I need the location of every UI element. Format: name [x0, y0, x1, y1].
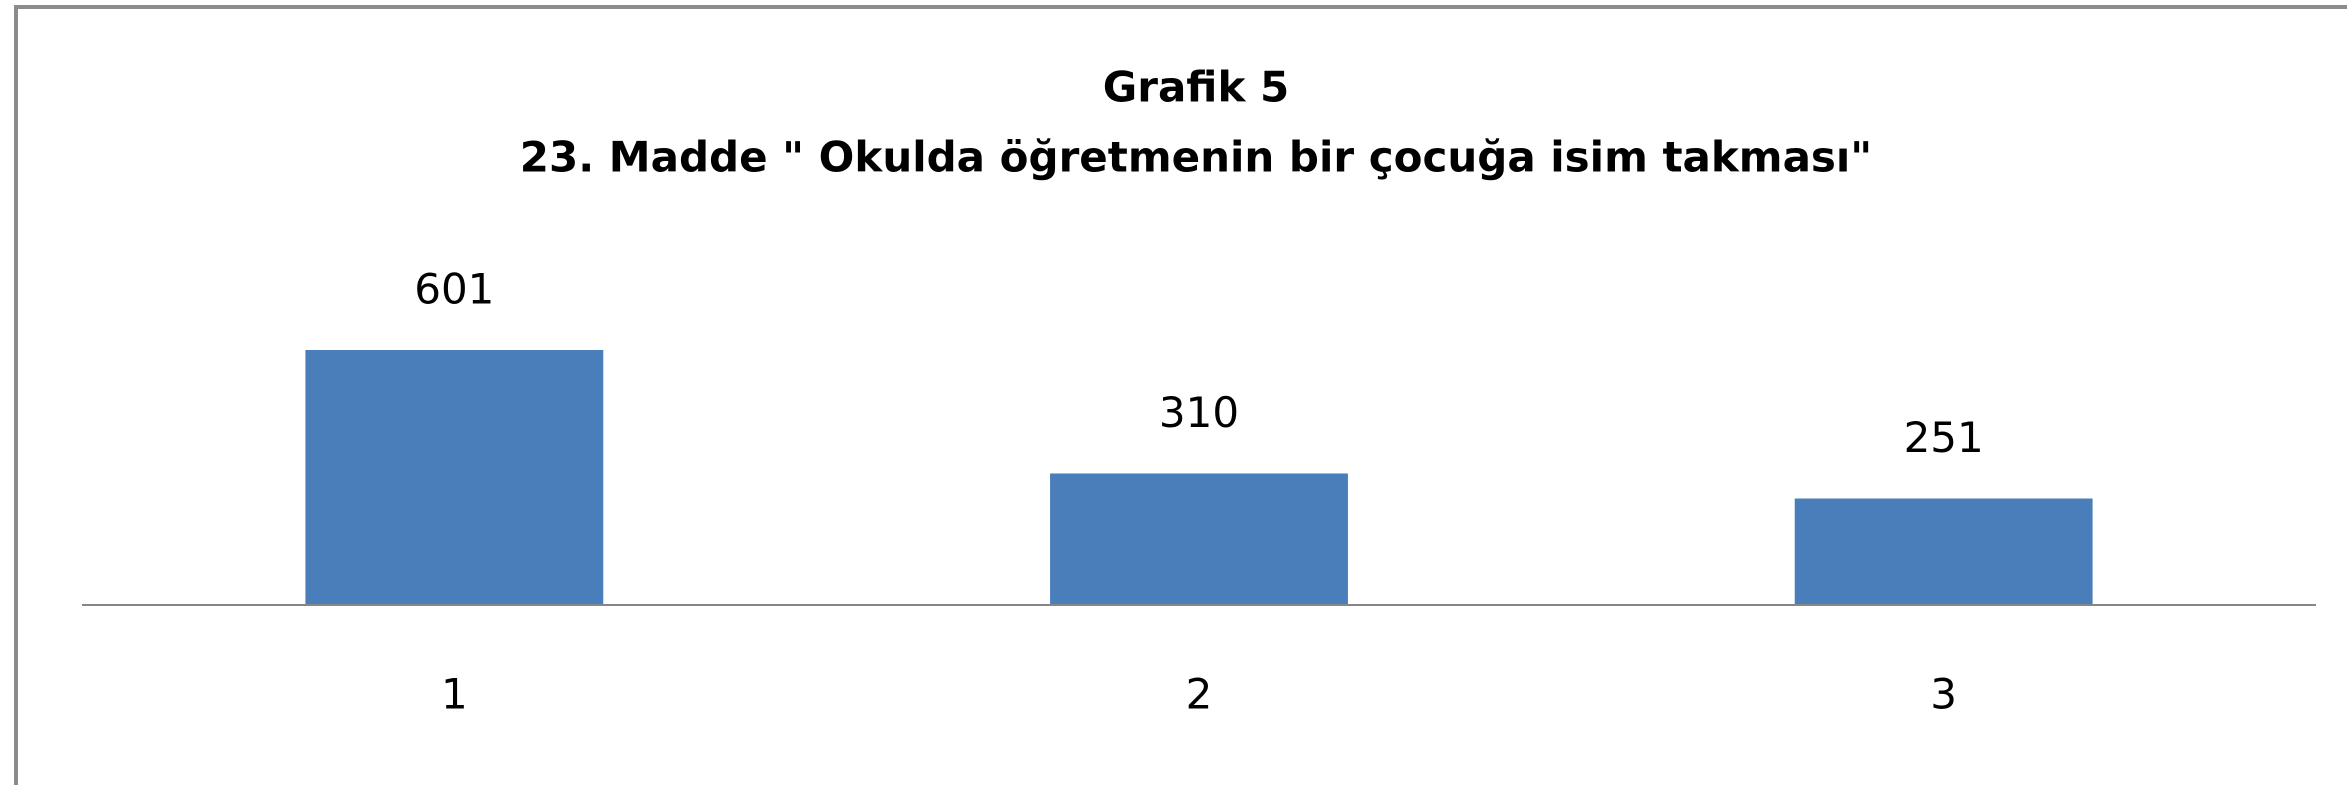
chart-subtitle: 23. Madde " Okulda öğretmenin bir çocuğa…	[520, 133, 1872, 182]
x-tick-label: 1	[441, 670, 468, 719]
data-label: 251	[1904, 413, 1984, 462]
chart-title: Grafik 5	[1103, 63, 1289, 112]
bar	[1050, 473, 1348, 605]
x-tick-label: 3	[1930, 670, 1957, 719]
bar	[305, 350, 604, 605]
data-label: 310	[1159, 388, 1239, 437]
x-tick-label: 2	[1186, 670, 1213, 719]
bar	[1794, 498, 2093, 605]
data-label: 601	[414, 265, 494, 314]
